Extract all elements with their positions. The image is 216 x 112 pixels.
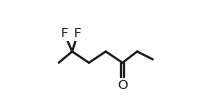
Text: F: F xyxy=(74,27,81,40)
Text: F: F xyxy=(60,27,68,40)
Text: O: O xyxy=(117,79,128,92)
